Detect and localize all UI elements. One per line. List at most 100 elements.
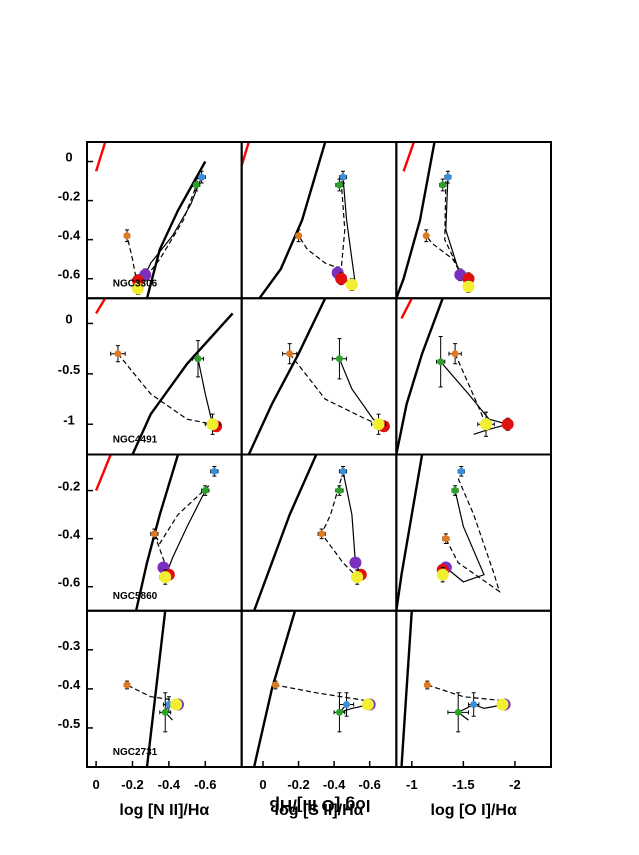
- galaxy-label: NGC2731: [113, 747, 158, 758]
- demarcation-curve: [400, 610, 413, 767]
- galaxy-label: NGC4491: [113, 435, 158, 446]
- solid-track-line: [164, 490, 206, 578]
- demarcation-curve: [396, 142, 436, 299]
- dashed-track-line: [126, 180, 199, 291]
- data-point-orange: [422, 232, 430, 240]
- y-tick-label: 0: [65, 150, 72, 165]
- data-point-yellow: [351, 571, 364, 584]
- red-boundary-line: [94, 142, 107, 172]
- data-point-blue: [343, 701, 351, 708]
- dashed-track-line: [454, 353, 487, 425]
- red-boundary-line: [95, 298, 107, 315]
- data-point-purple: [349, 556, 362, 569]
- red-boundary-line: [94, 454, 112, 492]
- dashed-track-line: [275, 684, 367, 702]
- x-axis-label: log [N II]/Hα: [119, 802, 209, 819]
- data-point-green: [335, 487, 343, 495]
- data-point-orange: [286, 350, 294, 358]
- data-point-orange: [150, 530, 158, 538]
- panel-content: [252, 610, 376, 767]
- panel-ngc5860-col1: [240, 453, 398, 612]
- demarcation-curve: [396, 298, 444, 455]
- y-tick-label: -1: [63, 412, 75, 427]
- dashed-track-line: [425, 181, 464, 279]
- panel-ngc2731-col1: -0.6 -0.4 -0.2 0 log [S II]/Hα: [240, 609, 398, 819]
- data-point-yellow: [170, 698, 183, 711]
- y-tick-label: -0.6: [58, 267, 80, 282]
- dashed-track-line: [427, 684, 503, 702]
- solid-track-line: [197, 358, 217, 427]
- y-tick-label: -0.2: [58, 189, 80, 204]
- y-tick-label: -0.4: [58, 677, 81, 692]
- panel-content: [396, 298, 514, 455]
- data-point-blue: [470, 701, 478, 708]
- data-point-yellow: [372, 418, 385, 431]
- panel-content: [94, 454, 219, 611]
- x-tick-label: -1: [406, 777, 418, 792]
- data-point-red: [501, 418, 514, 431]
- x-tick-label: -0.6: [194, 777, 216, 792]
- panel-ngc3306-col1: [240, 141, 398, 300]
- data-point-orange: [114, 350, 122, 358]
- data-point-orange: [123, 232, 131, 240]
- demarcation-curve: [258, 142, 327, 299]
- demarcation-curve: [145, 160, 207, 299]
- panel-frame: [240, 297, 398, 456]
- data-point-green: [192, 181, 200, 189]
- panel-ngc4491-col0: 0 -0.5 -1 NGC4491: [58, 297, 243, 456]
- data-point-red: [335, 272, 348, 285]
- solid-track-line: [338, 358, 385, 427]
- panel-frame: [85, 609, 243, 768]
- dashed-track-line: [126, 684, 179, 702]
- panel-frame: [85, 141, 243, 300]
- demarcation-curve: [396, 454, 424, 611]
- y-tick-label: -0.6: [58, 575, 80, 590]
- demarcation-curve: [145, 610, 167, 767]
- solid-track-line: [445, 490, 485, 583]
- panel-ngc3306-col2: [395, 141, 552, 300]
- y-tick-label: -0.4: [58, 228, 81, 243]
- solid-track-line: [340, 177, 357, 286]
- panel-frame: [85, 453, 243, 612]
- y-axis-label: log [O III]/Hβ: [269, 796, 370, 815]
- data-point-yellow: [436, 568, 449, 581]
- panel-content: [241, 142, 358, 299]
- data-point-green: [451, 487, 459, 495]
- dashed-track-line: [445, 478, 501, 593]
- x-tick-label: -0.4: [158, 777, 181, 792]
- panel-ngc3306-col0: 0 -0.2 -0.4 -0.6 NGC3306: [58, 141, 243, 300]
- panel-content: [396, 142, 475, 299]
- dashed-track-line: [298, 181, 346, 270]
- demarcation-curve: [252, 454, 318, 611]
- x-tick-label: 0: [92, 777, 99, 792]
- panel-ngc2731-col2: -2 -1.5 -1 log [O I]/Hα: [395, 609, 552, 819]
- panel-ngc5860-col2: [395, 453, 552, 612]
- dashed-track-line: [153, 485, 210, 575]
- x-tick-label: -0.6: [358, 777, 380, 792]
- red-boundary-line: [402, 142, 416, 172]
- x-axis-label: log [S II]/Hα: [275, 802, 364, 819]
- panel-content: [94, 142, 207, 299]
- demarcation-curve: [131, 312, 234, 455]
- data-point-green: [335, 708, 343, 716]
- panel-content: [396, 454, 501, 611]
- demarcation-curve: [252, 610, 297, 767]
- data-point-yellow: [496, 698, 509, 711]
- data-point-orange: [123, 681, 131, 689]
- data-point-blue: [339, 467, 347, 475]
- panel-content: [95, 298, 234, 455]
- data-point-green: [439, 181, 447, 189]
- data-point-blue: [457, 467, 465, 475]
- rotated-plot-group: 0-0.2-0.4-0.6NGC33060-0.5-1NGC4491-0.2-0…: [58, 141, 552, 819]
- data-point-green: [335, 181, 343, 189]
- panel-content: [247, 298, 390, 455]
- data-point-orange: [318, 530, 326, 538]
- dashed-track-line: [289, 353, 379, 425]
- red-boundary-line: [400, 298, 413, 319]
- data-point-green: [194, 355, 202, 363]
- data-point-blue: [198, 173, 206, 181]
- data-point-orange: [271, 681, 279, 689]
- data-point-orange: [423, 681, 431, 689]
- data-point-green: [335, 355, 343, 363]
